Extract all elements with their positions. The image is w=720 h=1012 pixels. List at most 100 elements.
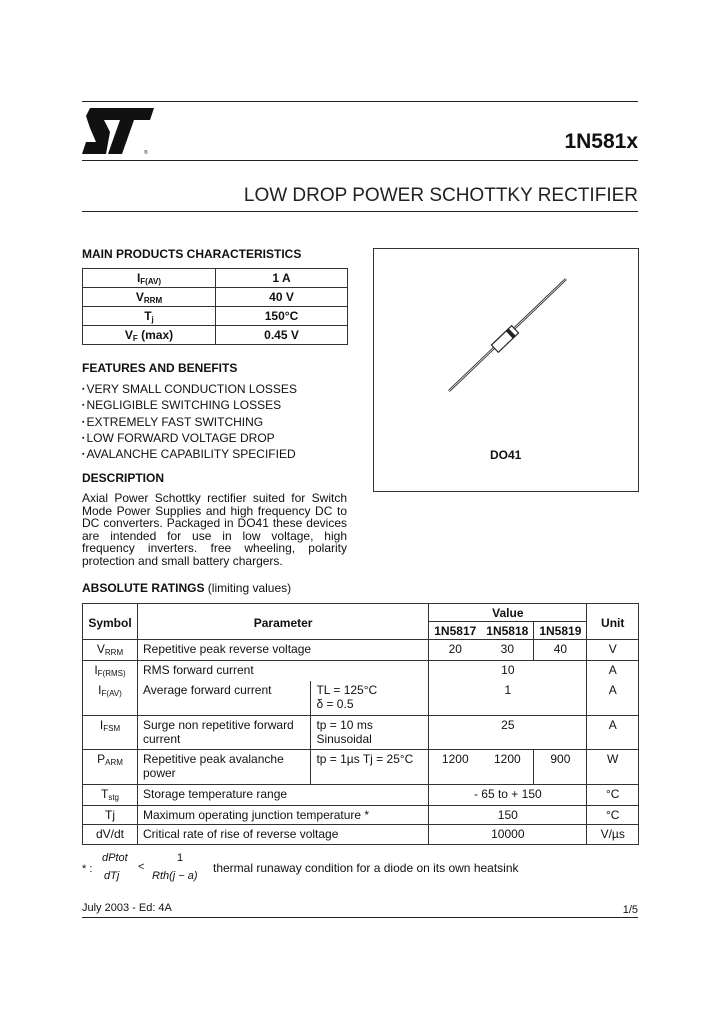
header-symbol: Symbol bbox=[82, 603, 138, 640]
symbol: I bbox=[99, 718, 104, 732]
symbol-subscript: RRM bbox=[143, 295, 163, 305]
condition: TL = 125°C bbox=[316, 683, 378, 697]
footnote-text: thermal runaway condition for a diode on… bbox=[213, 861, 519, 875]
condition: δ = 0.5 bbox=[316, 697, 354, 711]
symbol: V bbox=[96, 642, 105, 656]
symbol-cell: IF(AV) bbox=[82, 681, 138, 716]
feature-item: NEGLIGIBLE SWITCHING LOSSES bbox=[82, 397, 297, 413]
fraction-denominator: Rth(j − a) bbox=[152, 870, 198, 882]
symbol-subscript: F(AV) bbox=[140, 276, 162, 286]
symbol: I bbox=[136, 270, 141, 285]
value-cell: 10000 bbox=[428, 824, 588, 845]
footnote-marker: * : bbox=[82, 863, 93, 875]
rating-row: PARM Repetitive peak avalanche power tp = … bbox=[82, 749, 639, 785]
unit-cell: °C bbox=[586, 784, 639, 806]
rating-row: Tj Maximum operating junction temperature… bbox=[82, 805, 639, 825]
symbol: T bbox=[100, 787, 109, 801]
symbol: I bbox=[98, 683, 102, 697]
symbol-subscript: stg bbox=[108, 793, 119, 802]
condition: tp = 1µs Tj = 25°C bbox=[316, 752, 414, 766]
divider bbox=[82, 211, 638, 212]
description-text: Axial Power Schottky rectifier suited fo… bbox=[82, 491, 347, 568]
condition-cell: TL = 125°C δ = 0.5 bbox=[310, 681, 430, 716]
fraction-numerator: 1 bbox=[177, 852, 184, 864]
divider bbox=[82, 160, 638, 161]
unit-cell: A bbox=[586, 681, 639, 716]
symbol-cell: Tj bbox=[82, 306, 216, 326]
condition-cell: tp = 10 ms Sinusoidal bbox=[310, 715, 430, 750]
symbol-cell: dV/dt bbox=[82, 824, 138, 845]
ratings-heading: ABSOLUTE RATINGS (limiting values) bbox=[82, 581, 291, 595]
symbol-cell: Tj bbox=[82, 805, 138, 825]
symbol-cell: IF(RMS) bbox=[82, 660, 138, 681]
characteristic-row: VRRM 40 V bbox=[82, 287, 348, 307]
less-than: < bbox=[138, 861, 145, 873]
footer-date: July 2003 - Ed: 4A bbox=[82, 902, 172, 914]
svg-text:®: ® bbox=[144, 149, 148, 156]
st-logo: ® bbox=[82, 108, 154, 156]
symbol-subscript: RRM bbox=[104, 648, 124, 657]
ratings-note: (limiting values) bbox=[207, 581, 292, 595]
package-label: DO41 bbox=[490, 448, 522, 462]
value-cell: 25 bbox=[428, 715, 588, 750]
divider bbox=[82, 917, 638, 918]
symbol-cell: VF (max) bbox=[82, 325, 216, 345]
symbol: V bbox=[135, 289, 144, 304]
document-title: LOW DROP POWER SCHOTTKY RECTIFIER bbox=[243, 185, 638, 206]
main-characteristics-heading: MAIN PRODUCTS CHARACTERISTICS bbox=[82, 247, 302, 261]
feature-item: LOW FORWARD VOLTAGE DROP bbox=[82, 430, 297, 446]
value-cell: 10 bbox=[428, 660, 588, 681]
condition: tp = 10 ms bbox=[316, 718, 373, 732]
value-cell: 150 bbox=[428, 805, 588, 825]
value-cell: 20 bbox=[428, 639, 482, 661]
features-heading: FEATURES AND BENEFITS bbox=[82, 361, 238, 375]
rating-row: VRRM Repetitive peak reverse voltage 20 30 4… bbox=[82, 639, 639, 661]
symbol: V bbox=[124, 327, 133, 342]
characteristic-row: IF(AV) 1 A bbox=[82, 268, 348, 288]
ratings-title: ABSOLUTE RATINGS bbox=[82, 581, 205, 595]
symbol-suffix: (max) bbox=[137, 327, 174, 342]
symbol-subscript: F bbox=[132, 333, 138, 343]
characteristic-row: Tj 150°C bbox=[82, 306, 348, 326]
page-number: 1/5 bbox=[622, 904, 638, 916]
symbol: T bbox=[144, 308, 152, 323]
symbol: P bbox=[97, 752, 106, 766]
symbol-cell: Tstg bbox=[82, 784, 138, 806]
parameter-cell: Average forward current bbox=[136, 681, 312, 716]
symbol-subscript: j bbox=[151, 314, 154, 324]
header-unit: Unit bbox=[586, 603, 639, 640]
part-number: 1N581x bbox=[564, 130, 638, 153]
footnote: * : dPtot dTj < 1 Rth(j − a) thermal run… bbox=[82, 852, 642, 888]
rating-row: Tstg Storage temperature range - 65 to + 1… bbox=[82, 784, 639, 806]
absolute-ratings-table: Symbol Parameter Value Unit 1N5817 1N581… bbox=[82, 603, 639, 845]
characteristic-row: VF (max) 0.45 V bbox=[82, 325, 348, 345]
main-characteristics-table: IF(AV) 1 A VRRM 40 V Tj 150°C VF (max) 0.45 V bbox=[82, 268, 348, 345]
value-cell: 40 bbox=[533, 639, 588, 661]
symbol-subscript: F(RMS) bbox=[97, 669, 126, 678]
unit-cell: °C bbox=[586, 805, 639, 825]
symbol-cell: IF(AV) bbox=[82, 268, 216, 288]
feature-item: VERY SMALL CONDUCTION LOSSES bbox=[82, 381, 297, 397]
value-cell: 150°C bbox=[215, 306, 348, 326]
symbol-cell: PARM bbox=[82, 749, 138, 785]
feature-item: EXTREMELY FAST SWITCHING bbox=[82, 414, 297, 430]
symbol: I bbox=[94, 663, 98, 677]
symbol-cell: IFSM bbox=[82, 715, 138, 750]
value-cell: 1 A bbox=[215, 268, 348, 288]
symbol: Tj bbox=[104, 808, 115, 822]
value-cell: 1200 bbox=[428, 749, 482, 785]
unit-cell: W bbox=[586, 749, 639, 785]
value-cell: 900 bbox=[533, 749, 588, 785]
header-part: 1N5818 bbox=[481, 621, 535, 640]
parameter-cell: Repetitive peak reverse voltage bbox=[136, 639, 430, 661]
value-cell: - 65 to + 150 bbox=[428, 784, 588, 806]
symbol-cell: VRRM bbox=[82, 639, 138, 661]
header-part: 1N5819 bbox=[533, 621, 588, 640]
parameter-cell: RMS forward current bbox=[136, 660, 430, 681]
description-heading: DESCRIPTION bbox=[82, 471, 165, 485]
symbol-subscript: FSM bbox=[103, 724, 121, 733]
parameter-cell: Repetitive peak avalanche power bbox=[136, 749, 312, 785]
package-box: DO41 bbox=[373, 248, 639, 492]
fraction-numerator: dPtot bbox=[102, 852, 128, 864]
